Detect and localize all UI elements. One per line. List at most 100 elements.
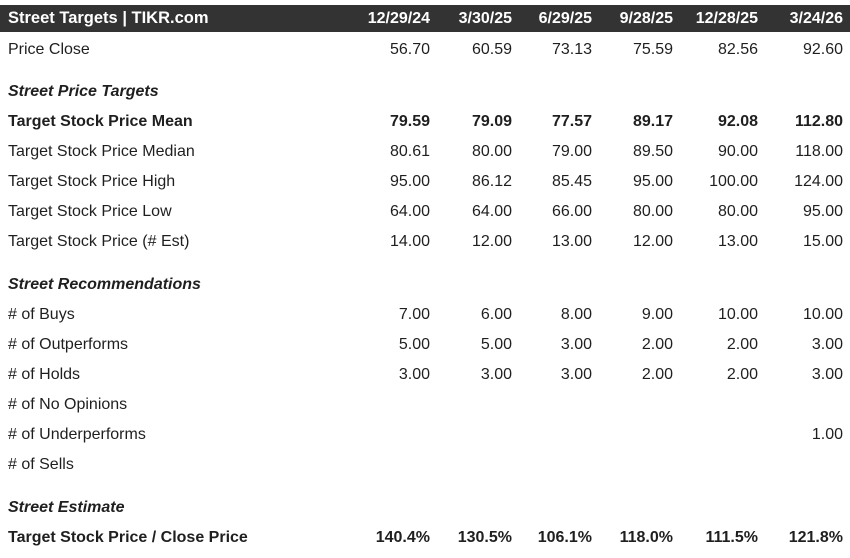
cell-value — [673, 257, 758, 300]
table-title: Street Targets | TIKR.com — [0, 5, 348, 36]
section-heading-label: Street Estimate — [8, 499, 125, 516]
street-targets-table: Street Targets | TIKR.com 12/29/24 3/30/2… — [0, 5, 850, 553]
row-label: # of Outperforms — [8, 336, 129, 353]
cell-value: 15.00 — [802, 233, 843, 250]
cell-value: 3.00 — [560, 336, 592, 353]
section-heading-label: Street Recommendations — [8, 276, 201, 293]
cell-value: 10.00 — [802, 306, 843, 323]
cell-value — [758, 390, 850, 420]
cell-value — [592, 420, 673, 450]
cell-value — [430, 257, 512, 300]
cell-value: 64.00 — [471, 203, 512, 220]
cell-value: 118.0% — [619, 529, 673, 546]
column-header-date: 3/30/25 — [430, 5, 512, 36]
row-label: # of No Opinions — [8, 396, 128, 413]
cell-value: 3.00 — [560, 366, 592, 383]
cell-value: 14.00 — [389, 233, 430, 250]
cell-value — [758, 480, 850, 523]
cell-value: 1.00 — [811, 426, 843, 443]
cell-value — [758, 64, 850, 107]
cell-value: 79.00 — [551, 143, 592, 160]
table-row: # of Sells — [0, 450, 850, 480]
cell-value: 3.00 — [811, 366, 843, 383]
cell-value: 3.00 — [811, 336, 843, 353]
table-row: Price Close 56.70 60.59 73.13 75.59 82.56 92.6… — [0, 34, 850, 64]
table-row: # of No Opinions — [0, 390, 850, 420]
cell-value: 2.00 — [641, 366, 673, 383]
cell-value: 64.00 — [389, 203, 430, 220]
row-label: # of Holds — [8, 366, 81, 383]
cell-value — [592, 64, 673, 107]
cell-value — [348, 420, 430, 450]
cell-value: 92.08 — [717, 113, 758, 130]
cell-value — [592, 390, 673, 420]
table-row: # of Buys 7.00 6.00 8.00 9.00 10.00 10.00 — [0, 300, 850, 330]
section-heading-row: Street Recommendations — [0, 257, 850, 300]
cell-value: 75.59 — [632, 41, 673, 58]
table-row: Target Stock Price Median 80.61 80.00 79.00… — [0, 137, 850, 167]
cell-value — [758, 257, 850, 300]
cell-value: 86.12 — [471, 173, 512, 190]
cell-value: 2.00 — [726, 336, 758, 353]
cell-value: 60.59 — [471, 41, 512, 58]
cell-value: 13.00 — [717, 233, 758, 250]
table-body: Price Close 56.70 60.59 73.13 75.59 82.56 92.6… — [0, 34, 850, 553]
table-row: Target Stock Price High 95.00 86.12 85.45 95… — [0, 167, 850, 197]
cell-value — [512, 64, 592, 107]
cell-value — [758, 450, 850, 480]
cell-value — [512, 257, 592, 300]
cell-value — [673, 64, 758, 107]
cell-value: 112.80 — [794, 113, 843, 130]
cell-value — [592, 257, 673, 300]
cell-value — [592, 480, 673, 523]
cell-value: 80.00 — [717, 203, 758, 220]
cell-value: 92.60 — [802, 41, 843, 58]
cell-value: 140.4% — [375, 529, 430, 546]
cell-value — [430, 480, 512, 523]
cell-value: 79.09 — [471, 113, 512, 130]
column-header-date: 12/28/25 — [673, 5, 758, 36]
cell-value — [673, 390, 758, 420]
table-row: # of Underperforms 1.00 — [0, 420, 850, 450]
cell-value: 118.00 — [795, 143, 843, 160]
column-header-date: 6/29/25 — [512, 5, 592, 36]
table-row: Target Stock Price (# Est) 14.00 12.00 13.0… — [0, 227, 850, 257]
cell-value: 82.56 — [717, 41, 758, 58]
row-label: # of Sells — [8, 456, 74, 473]
cell-value: 9.00 — [641, 306, 673, 323]
cell-value — [348, 64, 430, 107]
row-label: Target Stock Price / Close Price — [8, 529, 248, 546]
row-label: Target Stock Price High — [8, 173, 176, 190]
cell-value — [430, 390, 512, 420]
cell-value: 89.50 — [632, 143, 673, 160]
cell-value: 95.00 — [389, 173, 430, 190]
table-row: # of Holds 3.00 3.00 3.00 2.00 2.00 3.00 — [0, 360, 850, 390]
row-label: Target Stock Price Mean — [8, 113, 193, 130]
table-row: Target Stock Price Mean 79.59 79.09 77.57 89… — [0, 107, 850, 137]
cell-value — [348, 390, 430, 420]
cell-value: 100.00 — [709, 173, 758, 190]
row-label: # of Underperforms — [8, 426, 146, 443]
cell-value: 111.5% — [705, 529, 759, 546]
cell-value — [673, 480, 758, 523]
row-label: # of Buys — [8, 306, 75, 323]
row-label: Target Stock Price (# Est) — [8, 233, 190, 250]
row-label: Target Stock Price Low — [8, 203, 172, 220]
cell-value — [673, 450, 758, 480]
cell-value: 8.00 — [560, 306, 592, 323]
cell-value: 85.45 — [551, 173, 592, 190]
section-heading-label: Street Price Targets — [8, 83, 159, 100]
cell-value: 80.00 — [471, 143, 512, 160]
cell-value — [430, 420, 512, 450]
cell-value — [592, 450, 673, 480]
cell-value: 13.00 — [551, 233, 592, 250]
cell-value: 3.00 — [398, 366, 430, 383]
cell-value — [673, 420, 758, 450]
cell-value: 95.00 — [802, 203, 843, 220]
cell-value: 121.8% — [788, 529, 843, 546]
cell-value: 124.00 — [794, 173, 843, 190]
cell-value: 5.00 — [398, 336, 430, 353]
row-label: Price Close — [8, 41, 90, 58]
cell-value: 12.00 — [471, 233, 512, 250]
